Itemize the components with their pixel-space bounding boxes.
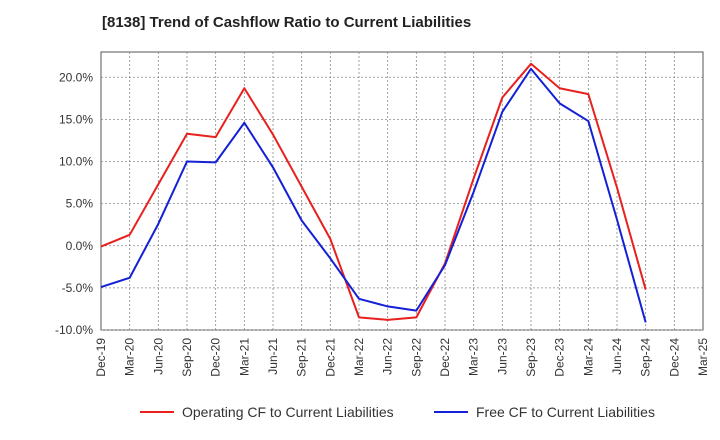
x-tick-label: Sep-23 [524, 338, 538, 377]
x-tick-label: Sep-21 [295, 338, 309, 377]
y-tick-label: -10.0% [55, 323, 93, 337]
y-tick-label: 10.0% [59, 155, 93, 169]
y-tick-label: 15.0% [59, 112, 93, 126]
series-line-free-cf [100, 67, 647, 323]
x-tick-label: Sep-20 [180, 338, 194, 377]
x-tick-label: Mar-21 [237, 338, 251, 376]
x-tick-label: Dec-20 [209, 338, 223, 377]
legend-label-operating-cf: Operating CF to Current Liabilities [182, 404, 394, 420]
x-tick-label: Mar-22 [352, 338, 366, 376]
y-tick-label: 5.0% [66, 197, 94, 211]
y-tick-label: -5.0% [62, 281, 94, 295]
x-tick-label: Dec-19 [94, 338, 108, 377]
x-tick-label: Jun-24 [610, 338, 624, 375]
x-tick-label: Sep-22 [409, 338, 423, 377]
legend-item-operating-cf: Operating CF to Current Liabilities [140, 404, 394, 420]
x-tick-label: Dec-22 [438, 338, 452, 377]
y-tick-label: 20.0% [59, 70, 93, 84]
x-tick-label: Jun-23 [495, 338, 509, 375]
y-tick-label: 0.0% [66, 239, 94, 253]
x-tick-label: Dec-21 [323, 338, 337, 377]
x-tick-label: Jun-22 [381, 338, 395, 375]
x-tick-label: Mar-23 [467, 338, 481, 376]
x-tick-label: Sep-24 [639, 338, 653, 377]
plot-area [100, 51, 704, 331]
x-tick-label: Jun-21 [266, 338, 280, 375]
x-tick-label: Jun-20 [151, 338, 165, 375]
chart-title: [8138] Trend of Cashflow Ratio to Curren… [102, 14, 472, 31]
x-tick-label: Mar-25 [696, 338, 710, 376]
x-tick-label: Dec-23 [553, 338, 567, 377]
legend-swatch-operating-cf [140, 411, 174, 413]
x-tick-label: Dec-24 [667, 338, 681, 377]
x-tick-label: Mar-24 [581, 338, 595, 376]
legend-item-free-cf: Free CF to Current Liabilities [434, 404, 655, 420]
legend-swatch-free-cf [434, 411, 468, 413]
legend-label-free-cf: Free CF to Current Liabilities [476, 404, 655, 420]
x-tick-label: Mar-20 [123, 338, 137, 376]
series-line-operating-cf [100, 62, 647, 321]
